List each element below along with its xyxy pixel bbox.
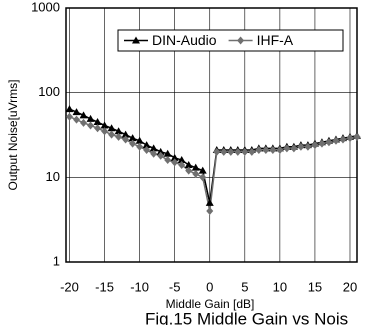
y-tick-label: 10	[46, 169, 60, 184]
marker	[114, 127, 123, 135]
marker	[206, 207, 214, 216]
marker	[346, 134, 354, 143]
marker	[297, 142, 305, 151]
marker	[198, 166, 207, 174]
marker	[79, 111, 88, 119]
marker	[115, 132, 123, 141]
marker	[199, 173, 207, 182]
marker	[234, 147, 242, 156]
x-tick-label: 10	[273, 279, 287, 294]
marker	[150, 149, 158, 158]
marker	[135, 136, 144, 144]
x-tick-label: 15	[308, 279, 322, 294]
x-axis-label: Middle Gain [dB]	[166, 297, 255, 311]
marker	[191, 163, 200, 171]
marker	[142, 141, 151, 149]
marker	[121, 130, 130, 138]
marker	[108, 130, 116, 139]
x-tick-label: -5	[169, 279, 181, 294]
marker	[213, 147, 221, 156]
marker	[80, 118, 88, 127]
marker	[107, 124, 116, 132]
marker	[184, 160, 193, 168]
marker	[269, 146, 277, 155]
marker	[227, 147, 235, 156]
marker	[339, 135, 347, 144]
marker	[157, 151, 165, 160]
marker	[136, 142, 144, 151]
marker	[101, 127, 109, 136]
marker	[255, 146, 263, 155]
marker	[311, 141, 319, 150]
marker	[185, 166, 193, 175]
marker	[220, 147, 228, 156]
x-tick-label: -10	[130, 279, 149, 294]
marker	[304, 142, 312, 151]
marker	[164, 156, 172, 165]
legend-label: IHF-A	[257, 32, 294, 48]
marker	[283, 144, 291, 153]
y-tick-label: 1000	[31, 0, 60, 14]
legend-marker	[237, 36, 245, 45]
marker	[66, 112, 74, 121]
marker	[205, 198, 214, 206]
marker	[87, 121, 95, 130]
marker	[73, 115, 81, 124]
marker	[170, 153, 179, 161]
marker	[122, 135, 130, 144]
marker	[241, 147, 249, 156]
marker	[325, 138, 333, 147]
marker	[262, 146, 270, 155]
marker	[100, 121, 109, 129]
marker	[353, 132, 361, 141]
marker	[178, 160, 186, 169]
marker	[149, 144, 158, 152]
y-axis-label: Output Noise[uVrms]	[6, 80, 20, 191]
x-tick-label: 20	[343, 279, 357, 294]
marker	[192, 169, 200, 178]
x-tick-label: 5	[241, 279, 248, 294]
y-tick-label: 1	[53, 253, 60, 268]
x-tick-label: -20	[60, 279, 79, 294]
marker	[94, 124, 102, 133]
marker	[86, 114, 95, 122]
marker	[72, 108, 81, 116]
y-tick-label: 100	[38, 84, 60, 99]
marker	[129, 139, 137, 148]
marker	[156, 147, 165, 155]
marker	[248, 147, 256, 156]
marker	[163, 149, 172, 157]
marker	[276, 146, 284, 155]
marker	[171, 158, 179, 167]
marker	[318, 139, 326, 148]
marker	[93, 118, 102, 126]
legend-label: DIN-Audio	[152, 32, 217, 48]
legend-marker	[132, 36, 140, 44]
marker	[290, 144, 298, 153]
marker	[128, 134, 137, 142]
marker	[65, 105, 74, 113]
marker	[143, 146, 151, 155]
x-tick-label: 0	[206, 279, 213, 294]
x-tick-label: -15	[95, 279, 114, 294]
marker	[177, 156, 186, 164]
marker	[332, 136, 340, 145]
chart-title: Fig.15 Middle Gain vs Nois	[145, 309, 348, 325]
